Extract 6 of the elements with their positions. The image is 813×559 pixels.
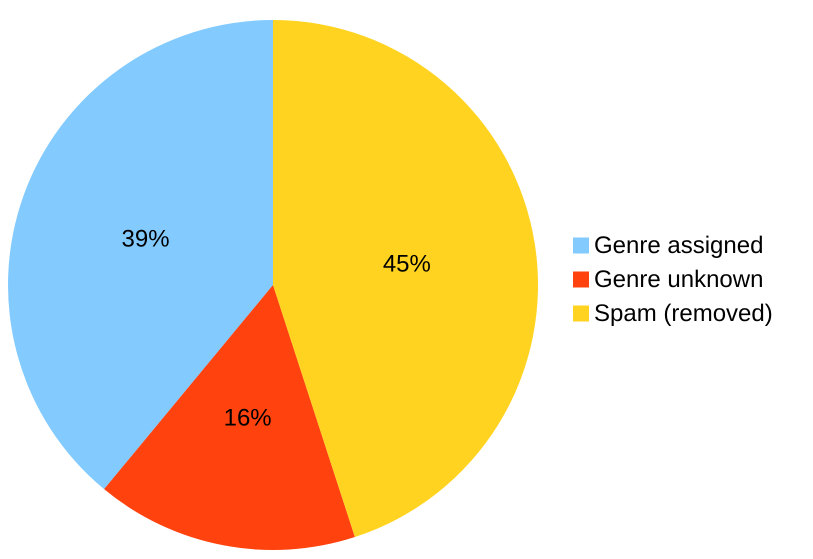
- legend-label: Genre assigned: [594, 232, 764, 259]
- data-label: 16%: [224, 404, 272, 432]
- legend-label: Genre unknown: [594, 266, 764, 293]
- data-label: 39%: [121, 226, 170, 253]
- data-label: 45%: [382, 250, 431, 278]
- legend-label: Spam (removed): [594, 300, 773, 327]
